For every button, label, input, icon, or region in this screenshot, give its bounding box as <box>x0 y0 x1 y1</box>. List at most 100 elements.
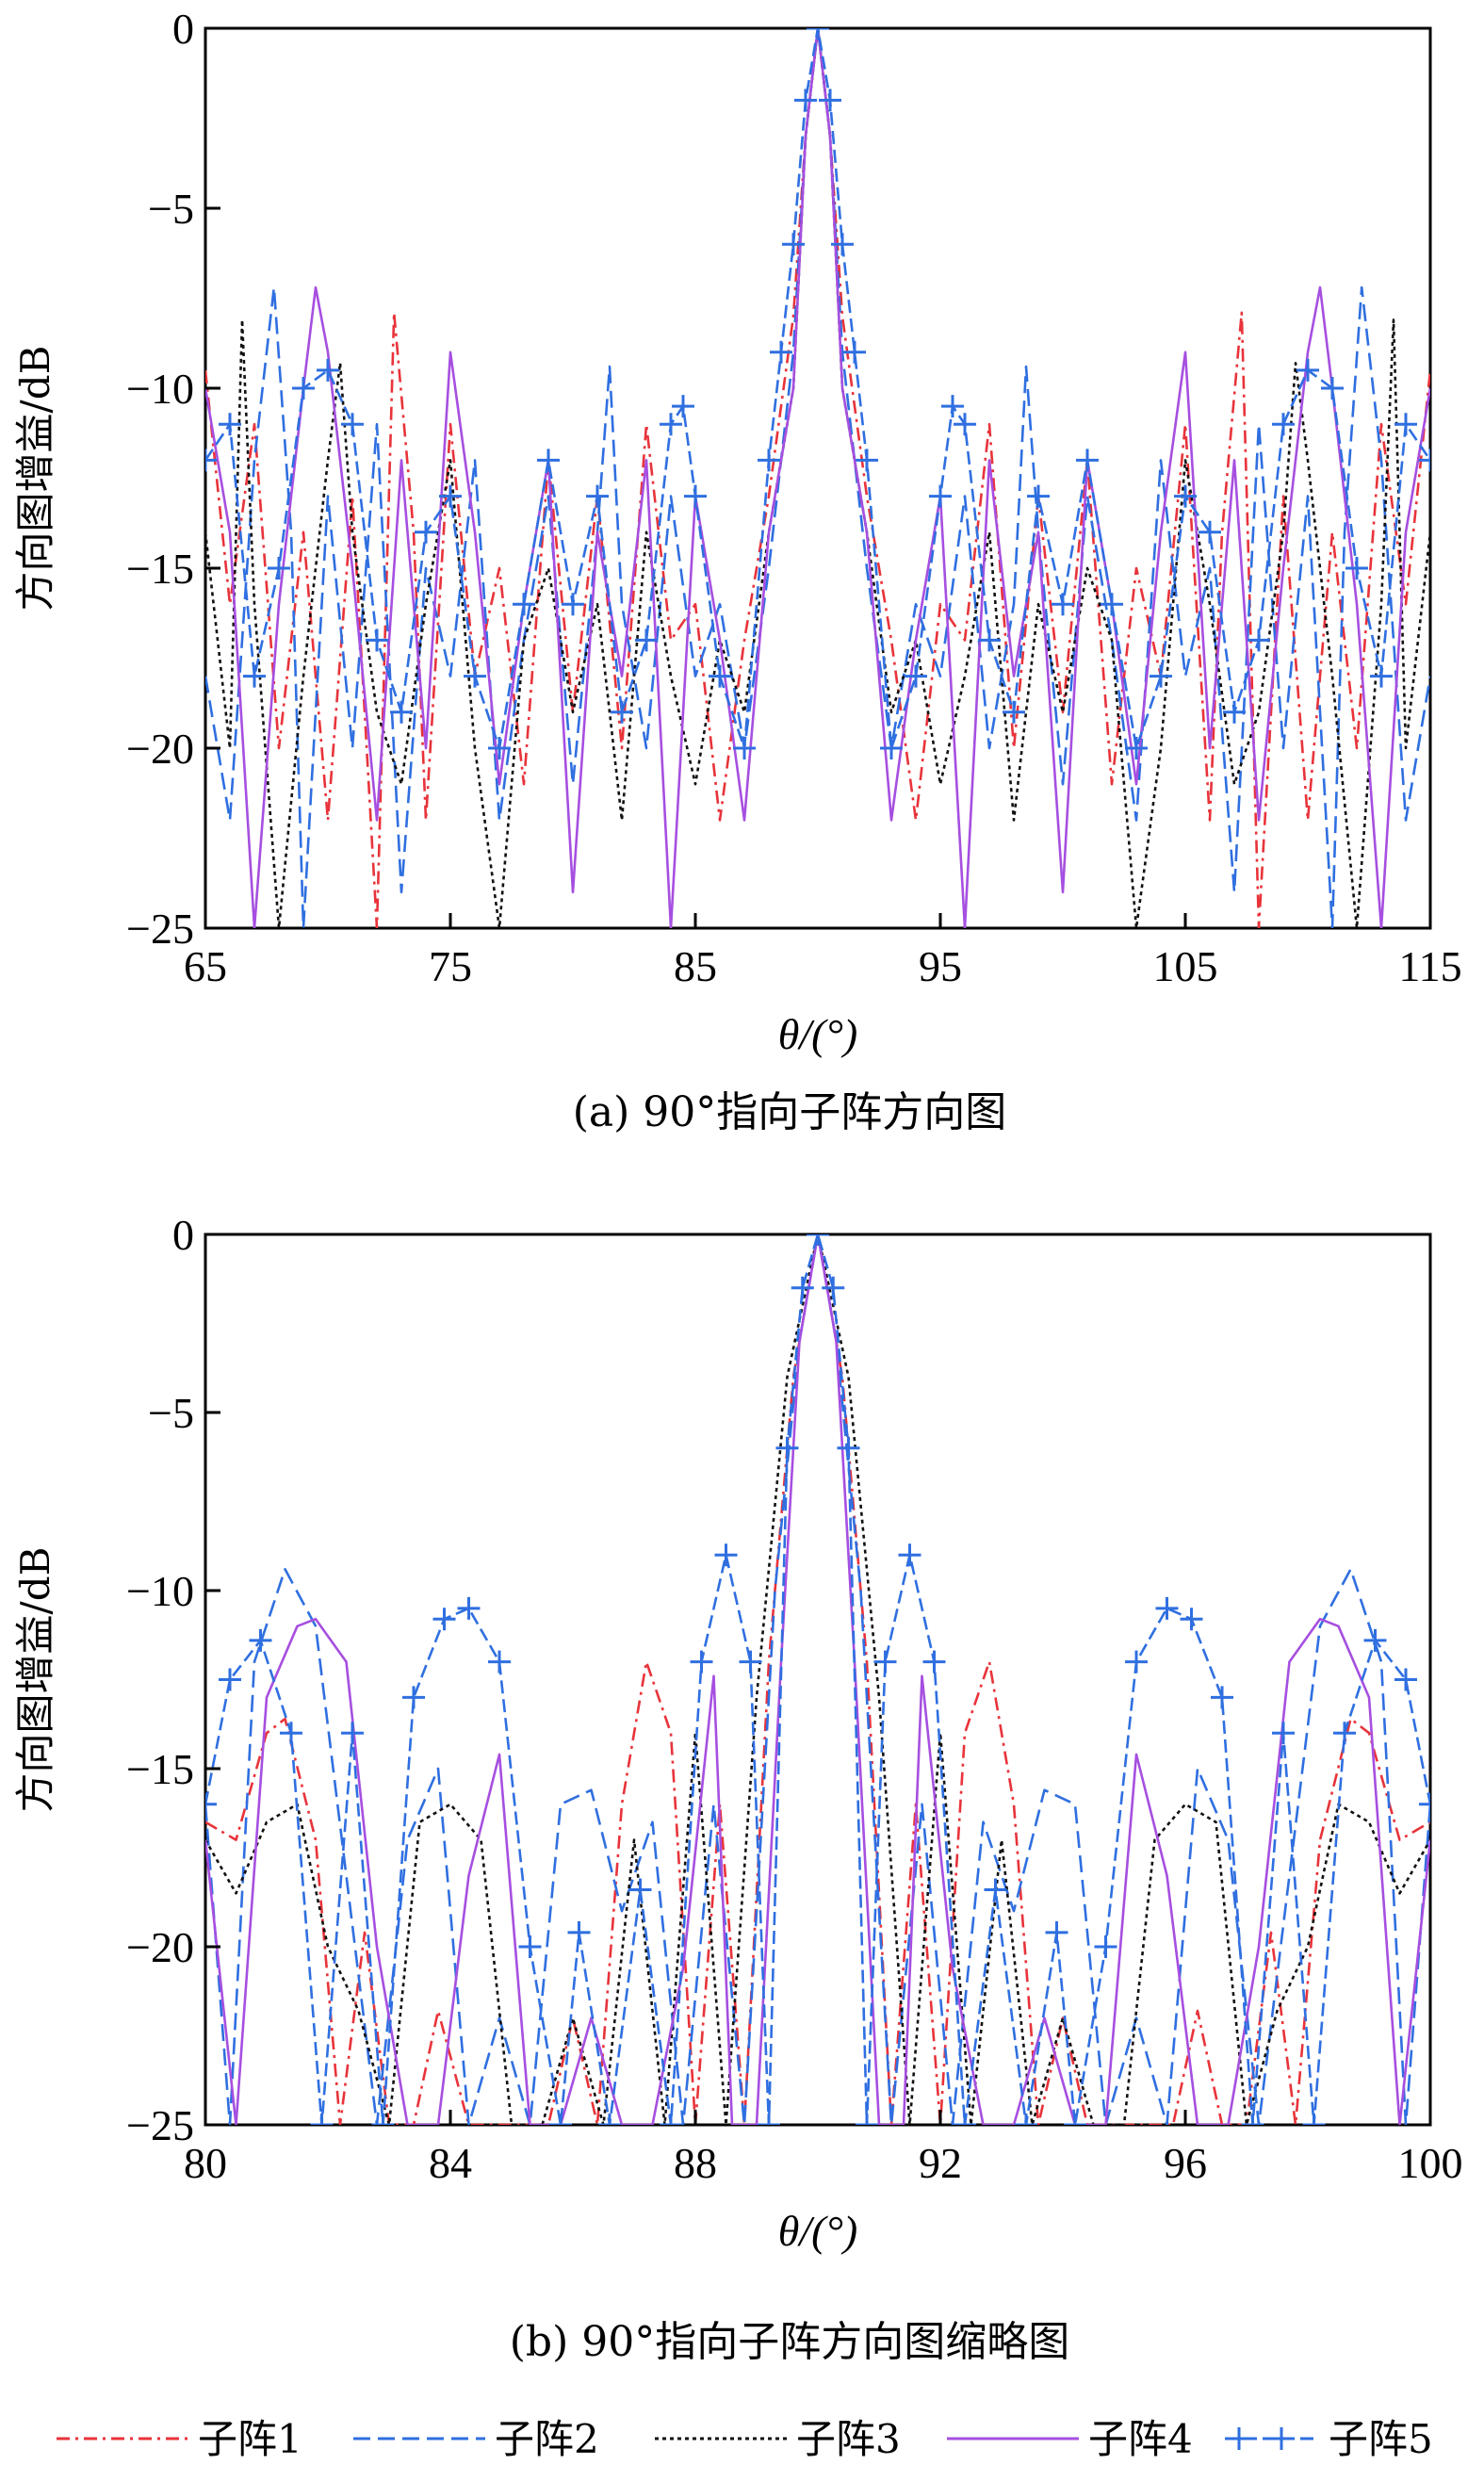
legend-marker-5 <box>1228 2427 1293 2450</box>
panel-b-series-5-marker <box>822 1276 845 1299</box>
panel-a-series-5-marker <box>819 89 841 112</box>
panel-b-series-5-marker <box>1045 1920 1068 1944</box>
panel-b-series-5-line <box>205 1234 1430 2125</box>
panel-b-series-5-marker <box>1241 2114 1264 2125</box>
panel-a: 65 75 85 95 105 115 0 −5 −10 −15 −20 −25 方向图增益/dB θ… <box>12 5 1462 1136</box>
x-tick-label: 115 <box>1398 942 1461 990</box>
panel-a-series-5-marker <box>243 664 266 688</box>
panel-a-series-5-marker <box>1248 628 1270 652</box>
y-tick-label: −10 <box>126 1567 194 1615</box>
panel-a-series-5-marker <box>1027 484 1050 508</box>
panel-b-series-5-marker <box>1333 1722 1356 1745</box>
legend-item-5: 子阵5 <box>1225 2416 1433 2462</box>
panel-a-series-5-marker <box>341 413 364 436</box>
panel-b-series-5-marker <box>1302 2114 1326 2125</box>
panel-b-series-5-marker <box>807 1234 829 1246</box>
panel-a-series-3-line <box>205 28 1430 928</box>
y-tick-label: −25 <box>126 905 194 953</box>
panel-b-series-1-line <box>205 1234 1430 2125</box>
panel-b-series-5-marker <box>856 2114 878 2125</box>
panel-a-ticks: 65 75 85 95 105 115 0 −5 −10 −15 −20 −25 <box>126 5 1462 990</box>
panel-b-series-5-marker <box>219 1668 241 1691</box>
x-tick-label: 88 <box>674 2139 717 2187</box>
panel-a-series-5-marker <box>954 413 976 436</box>
panel-b-x-axis-label: θ/(°) <box>778 2207 857 2255</box>
y-tick-label: −15 <box>126 545 194 593</box>
panel-a-series-5-marker <box>464 664 486 688</box>
panel-b-series-5-marker <box>402 1686 425 1709</box>
panel-b-series-5-marker <box>922 1650 946 1673</box>
panel-b-series-5-marker <box>341 1722 364 1745</box>
legend-item-4: 子阵4 <box>947 2416 1193 2462</box>
panel-b-series-5-marker <box>1180 1608 1203 1631</box>
panel-b-series-5-marker <box>954 2114 976 2125</box>
panel-b-series-5-marker <box>280 1722 302 1745</box>
panel-b-series-5-marker <box>984 1878 1007 1902</box>
panel-b-series-5-marker <box>549 2114 572 2125</box>
x-tick-label: 84 <box>429 2139 472 2187</box>
panel-a-series-5-marker <box>366 628 388 652</box>
panel-b-series-5-marker <box>690 1650 713 1673</box>
panel-b-series-5-marker <box>432 1608 456 1631</box>
y-tick-label: −5 <box>148 1389 194 1437</box>
panel-a-series-5-marker <box>292 377 315 400</box>
panel-b-series-5-marker <box>1094 1935 1117 1958</box>
panel-a-series-5-marker <box>1101 593 1123 616</box>
legend-label-4: 子阵4 <box>1088 2416 1193 2462</box>
panel-b-series-5-marker <box>598 2114 621 2125</box>
panel-a-caption: (a) 90°指向子阵方向图 <box>573 1088 1007 1136</box>
panel-b-series-5-marker <box>1064 2114 1086 2125</box>
y-tick-label: −20 <box>126 1923 194 1971</box>
panel-a-series-5-marker <box>1052 593 1074 616</box>
y-tick-label: −5 <box>148 185 194 233</box>
y-tick-label: 0 <box>172 1211 194 1259</box>
panel-a-series-5-marker <box>635 628 658 652</box>
panel-b-series-5-marker <box>1015 2114 1037 2125</box>
panel-a-series-5-marker <box>709 664 731 688</box>
panel-a-series-5-marker <box>268 557 290 580</box>
panel-a-series-5-marker <box>488 737 511 759</box>
panel-a-series-5-marker <box>660 413 682 436</box>
panel-b-series-5-marker <box>791 1276 814 1299</box>
panel-a-series-5-marker <box>807 28 829 40</box>
x-tick-label: 85 <box>674 942 717 990</box>
panel-b-series-5-marker <box>488 1650 511 1673</box>
panel-a-series-5-marker <box>1272 413 1295 436</box>
legend-item-3: 子阵3 <box>655 2416 901 2462</box>
panel-a-series-5-marker <box>978 628 1001 652</box>
x-tick-label: 92 <box>919 2139 962 2187</box>
panel-b-series-3-line <box>205 1234 1430 2125</box>
panel-b-series-5-marker <box>758 2114 780 2125</box>
panel-a-series-5-marker <box>794 89 817 112</box>
panel-a-series-5-marker <box>1125 737 1148 759</box>
panel-a-series-5-marker <box>758 449 780 472</box>
x-tick-label: 75 <box>429 942 472 990</box>
panel-a-series-5-marker <box>831 233 854 256</box>
panel-a-series-5-marker <box>1345 557 1368 580</box>
panel-b-series-5-marker <box>567 1920 591 1944</box>
panel-b-series-5-marker <box>371 2114 395 2125</box>
panel-a-series-5-marker <box>1076 449 1099 472</box>
panel-a-x-axis-label: θ/(°) <box>778 1010 857 1058</box>
panel-a-series-2-line <box>205 28 1430 928</box>
panel-a-series-5-marker <box>537 449 560 472</box>
panel-b-series-5-marker <box>1125 1650 1148 1673</box>
panel-a-series-5-marker <box>219 413 241 436</box>
panel-b-series-5-marker <box>660 2114 682 2125</box>
x-tick-label: 105 <box>1153 942 1218 990</box>
y-tick-label: −10 <box>126 365 194 413</box>
panel-a-series-5-marker <box>415 520 437 544</box>
panel-a-series-5-marker <box>1150 664 1172 688</box>
panel-a-series-5-marker <box>782 233 805 256</box>
y-tick-label: −15 <box>126 1745 194 1793</box>
legend-item-2: 子阵2 <box>353 2416 599 2462</box>
legend: 子阵1 子阵2 子阵3 子阵4 子阵5 <box>57 2416 1433 2462</box>
x-tick-label: 80 <box>184 2139 227 2187</box>
panel-a-y-axis-label: 方向图增益/dB <box>12 346 58 612</box>
panel-a-series-5-marker <box>586 484 609 508</box>
panel-a-series-5-marker <box>205 449 217 472</box>
x-tick-label: 100 <box>1398 2139 1463 2187</box>
panel-a-series-5-marker <box>843 340 866 364</box>
panel-b-series-2-line <box>205 1234 1430 2125</box>
